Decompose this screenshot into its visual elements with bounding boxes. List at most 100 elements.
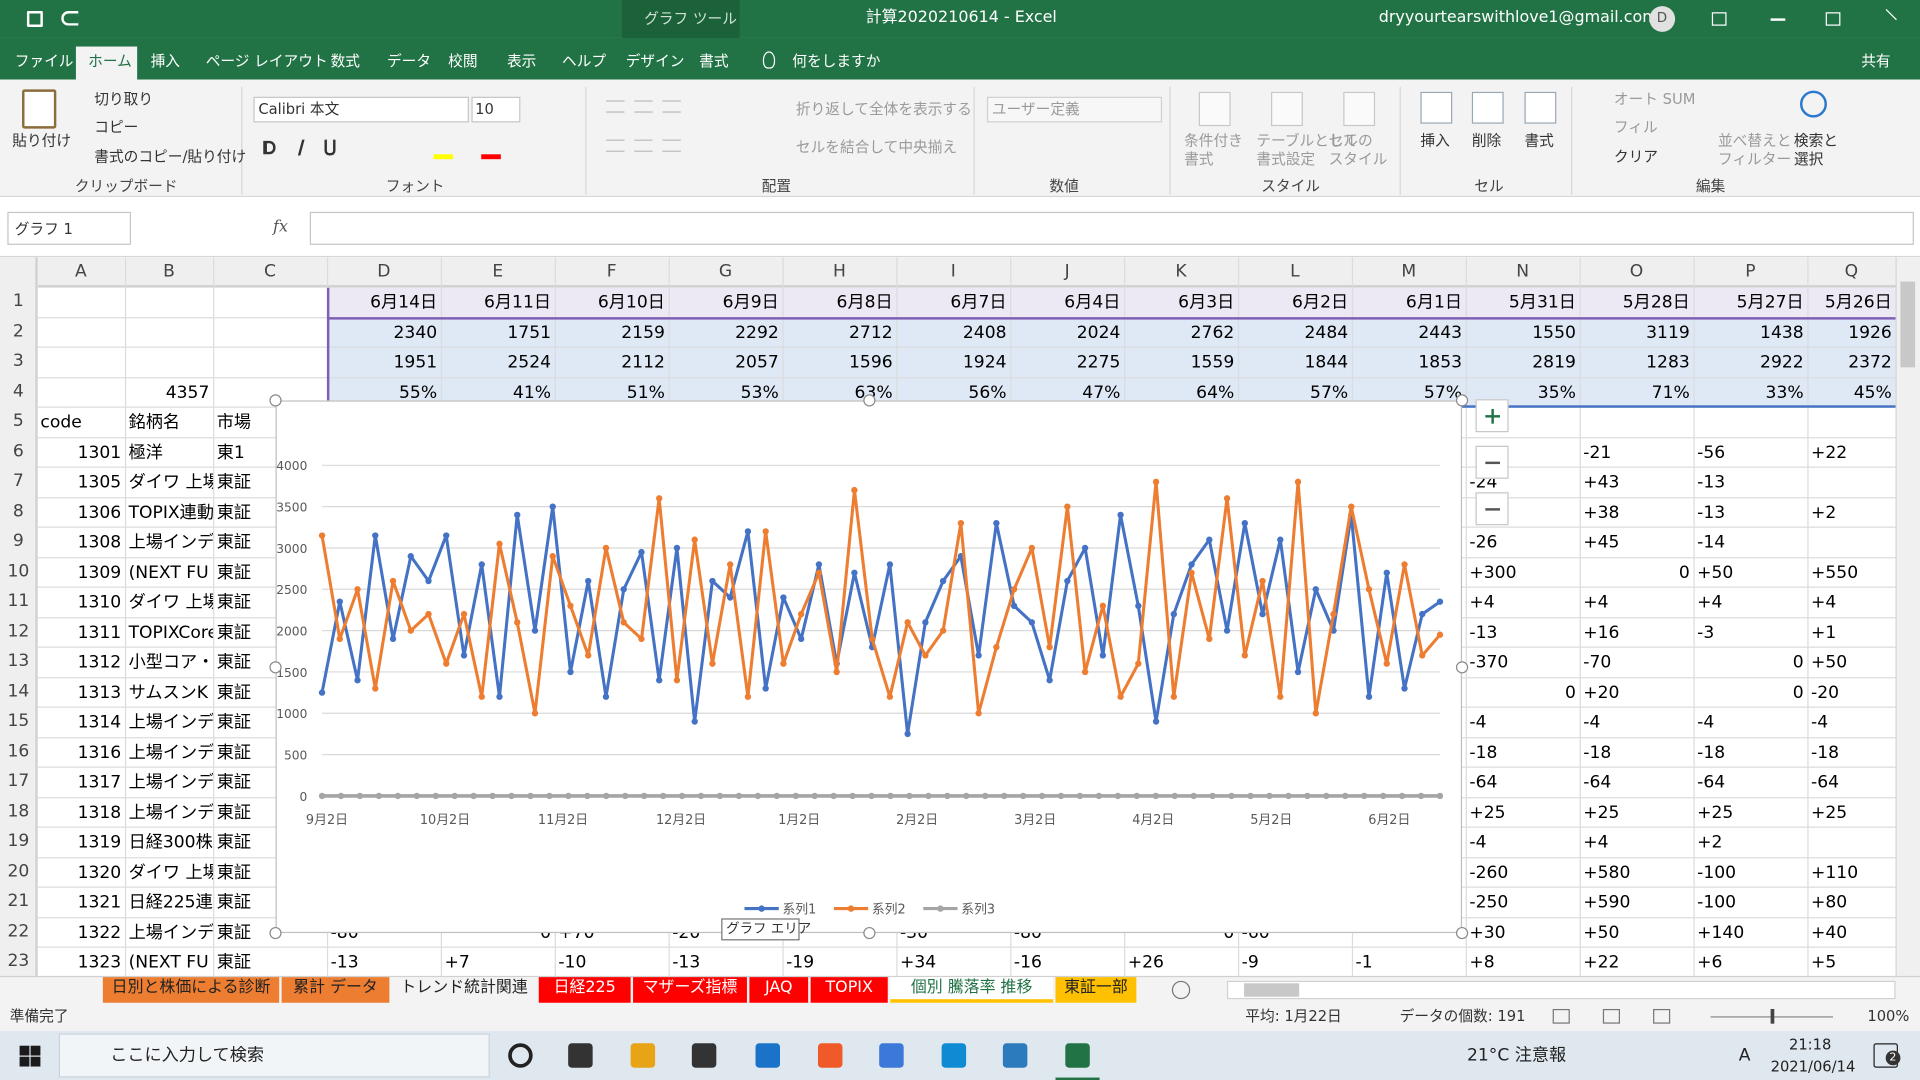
cell[interactable]: -100 [1693, 857, 1807, 887]
sheet-tab[interactable]: トレンド統計関連 [392, 977, 536, 1003]
cell[interactable]: 2484 [1238, 317, 1352, 347]
autosum[interactable]: オート SUM [1614, 88, 1696, 110]
cell[interactable]: ダイワ 上場 [125, 857, 213, 887]
cell[interactable]: -4 [1807, 707, 1895, 737]
cell[interactable]: +6 [1693, 947, 1807, 977]
taskbar-app[interactable] [508, 1043, 532, 1067]
cell[interactable]: 銘柄名 [125, 407, 213, 437]
paste[interactable]: 貼り付け [12, 130, 71, 152]
clock-time[interactable]: 21:18 [1789, 1033, 1831, 1055]
column-letter[interactable]: Q [1807, 261, 1895, 283]
cell[interactable]: +4 [1807, 587, 1895, 617]
cell[interactable]: ダイワ 上場 [125, 467, 213, 497]
column-letter[interactable]: O [1580, 261, 1694, 283]
cell[interactable]: -64 [1466, 767, 1580, 797]
cell[interactable]: -70 [1580, 647, 1694, 677]
cell[interactable]: -4 [1466, 707, 1580, 737]
cell[interactable]: 71% [1580, 377, 1694, 407]
cell[interactable]: +140 [1693, 917, 1807, 947]
resize-handle[interactable] [269, 661, 281, 673]
cell[interactable]: 2372 [1807, 347, 1895, 377]
row-number[interactable]: 7 [0, 470, 37, 492]
share[interactable]: 共有 [1861, 50, 1890, 72]
cell[interactable]: +34 [896, 947, 1010, 977]
cell[interactable]: +110 [1807, 857, 1895, 887]
cell[interactable]: +25 [1580, 797, 1694, 827]
row-number[interactable]: 5 [0, 410, 37, 432]
cell[interactable]: 2408 [896, 317, 1010, 347]
row-number[interactable]: 23 [0, 950, 37, 972]
cell[interactable]: 2819 [1466, 347, 1580, 377]
zoom-level[interactable]: 100% [1867, 1005, 1909, 1027]
column-letter[interactable]: M [1352, 261, 1466, 283]
horizontal-scrollbar[interactable] [1227, 981, 1896, 999]
cell[interactable]: -13 [1693, 467, 1807, 497]
chart-filters-button[interactable] [1476, 492, 1509, 525]
resize-handle[interactable] [1456, 661, 1468, 673]
cell[interactable]: -10 [555, 947, 669, 977]
cell[interactable]: -26 [1466, 527, 1580, 557]
resize-handle[interactable] [863, 927, 875, 939]
cell[interactable]: 4357 [125, 377, 213, 407]
column-letter[interactable]: C [213, 261, 327, 283]
row-number[interactable]: 21 [0, 890, 37, 912]
sheet-tab[interactable]: 東証一部 [1056, 977, 1137, 1003]
column-letter[interactable]: H [782, 261, 896, 283]
cell[interactable]: +4 [1466, 587, 1580, 617]
cell[interactable]: 1926 [1807, 317, 1895, 347]
merge-center[interactable]: セルを結合して中央揃え [796, 136, 957, 158]
cell[interactable]: +4 [1693, 587, 1807, 617]
cell[interactable]: +80 [1807, 887, 1895, 917]
cell[interactable]: +30 [1466, 917, 1580, 947]
cell[interactable]: +16 [1580, 617, 1694, 647]
taskbar-app[interactable] [568, 1043, 592, 1067]
cell[interactable]: 5月26日 [1807, 287, 1895, 317]
row-number[interactable]: 9 [0, 530, 37, 552]
cell[interactable]: -4 [1580, 707, 1694, 737]
cell[interactable]: +22 [1807, 437, 1895, 467]
cell[interactable]: 6月1日 [1352, 287, 1466, 317]
cell[interactable]: +2 [1693, 827, 1807, 857]
cell[interactable]: -13 [669, 947, 783, 977]
cell[interactable]: +4 [1580, 827, 1694, 857]
cell[interactable]: 1550 [1466, 317, 1580, 347]
cell[interactable]: 2275 [1010, 347, 1124, 377]
start-button[interactable] [20, 1046, 41, 1067]
cell[interactable]: 1301 [37, 437, 125, 467]
row-number[interactable]: 15 [0, 710, 37, 732]
formula-input[interactable] [310, 212, 1914, 245]
cell[interactable]: +40 [1807, 917, 1895, 947]
scroll-thumb[interactable] [1244, 983, 1299, 996]
ribbon-display-button[interactable] [1712, 12, 1727, 25]
view-button[interactable] [1603, 1009, 1620, 1024]
resize-handle[interactable] [269, 394, 281, 406]
sheet-tab[interactable]: 日経225 [539, 977, 631, 1003]
column-letter[interactable]: I [896, 261, 1010, 283]
resize-handle[interactable] [1456, 394, 1468, 406]
cell[interactable]: +5 [1807, 947, 1895, 977]
column-letter[interactable]: B [125, 261, 213, 283]
cell[interactable]: +8 [1466, 947, 1580, 977]
cell[interactable]: 6月9日 [669, 287, 783, 317]
column-letter[interactable]: L [1238, 261, 1352, 283]
cell[interactable]: -19 [782, 947, 896, 977]
cell[interactable]: -18 [1580, 737, 1694, 767]
weather[interactable]: 21°C 注意報 [1467, 1044, 1566, 1066]
cell[interactable]: -1 [1352, 947, 1466, 977]
ribbon-tab[interactable]: ファイル [15, 50, 74, 72]
column-letter[interactable]: D [327, 261, 441, 283]
cell[interactable]: 上場インデ [125, 737, 213, 767]
cell[interactable]: 1596 [782, 347, 896, 377]
sheet-tab[interactable]: TOPIX [811, 977, 888, 1003]
view-button[interactable] [1653, 1009, 1670, 1024]
cell[interactable]: 1305 [37, 467, 125, 497]
cell[interactable]: -64 [1807, 767, 1895, 797]
style-button[interactable]: 書式設定 [1256, 148, 1315, 170]
clear[interactable]: クリア [1614, 146, 1658, 168]
taskbar-app[interactable] [692, 1043, 716, 1067]
cell[interactable]: +2 [1807, 497, 1895, 527]
row-number[interactable]: 3 [0, 350, 37, 372]
cut[interactable]: 切り取り [94, 88, 153, 110]
tell-me[interactable]: 何をしますか [792, 50, 880, 72]
cell[interactable]: 2922 [1693, 347, 1807, 377]
